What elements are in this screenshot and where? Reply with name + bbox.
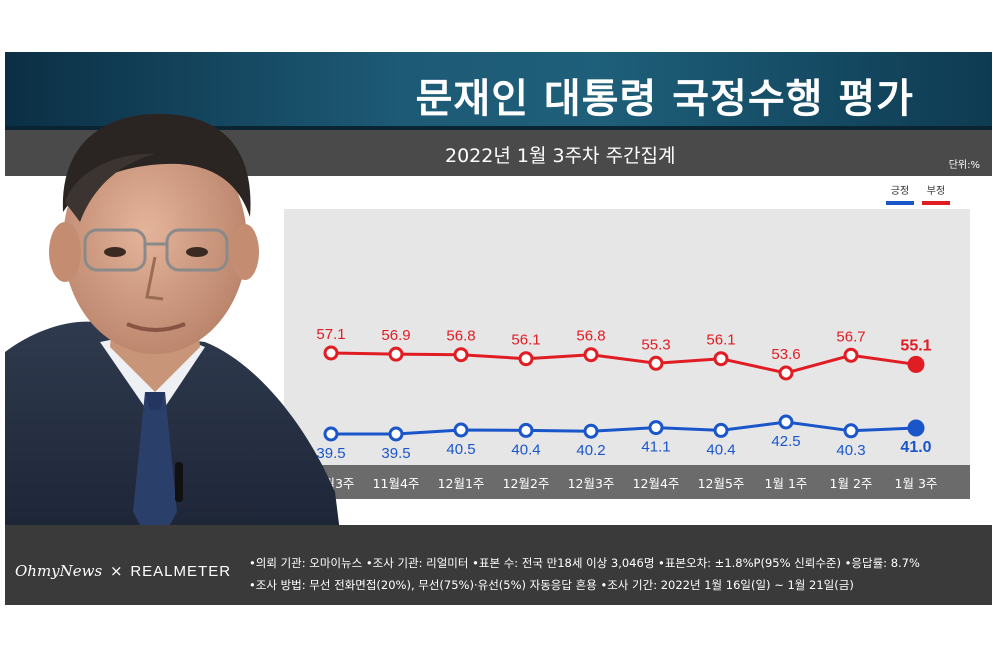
brand-logos: OhmyNews × REALMETER [15,562,231,580]
data-point-positive [648,420,664,436]
data-label-positive: 42.5 [771,433,800,450]
data-label-positive: 39.5 [381,445,410,462]
series-line-positive [331,420,917,436]
data-label-positive: 41.1 [641,439,670,456]
page-title: 문재인 대통령 국정수행 평가 [415,76,914,122]
unit-label: 단위:% [948,160,980,171]
ohmynews-logo: OhmyNews [15,562,103,580]
president-photo [5,113,345,572]
data-label-negative: 56.9 [381,327,410,344]
survey-note-line1: •의뢰 기관: 오마이뉴스 •조사 기관: 리얼미터 •표본 수: 전국 만18… [249,556,920,570]
data-point-negative [583,347,599,363]
line-chart: 39.5 39.5 40.5 40.4 40.2 41.1 40.4 42.5 40.3 41.0… [308,326,938,491]
x-tick-label: 12월3주 [568,476,615,491]
series-line-negative [330,351,917,375]
data-point-negative [713,351,729,367]
data-label-positive: 40.2 [576,442,605,459]
data-label-negative: 57.1 [316,326,345,343]
data-point-negative [778,365,794,381]
data-point-positive [843,423,859,439]
data-point-positive [388,426,404,442]
data-label-negative: 55.3 [641,336,670,353]
data-label-positive: 40.4 [511,441,540,458]
data-point-positive [713,422,729,438]
data-point-negative [453,347,469,363]
data-point-negative [648,355,664,371]
brand-separator: × [109,562,123,580]
data-point-positive [778,414,794,430]
chart-legend: 긍정 부정 [885,182,955,210]
x-tick-label: 1월 1주 [765,476,808,491]
x-tick-label: 12월4주 [633,476,680,491]
x-tick-label: 12월1주 [438,476,485,491]
data-label-negative: 55.1 [900,337,931,354]
x-axis-band [284,465,970,499]
x-tick-label: 1월 3주 [895,476,938,491]
data-label-positive: 40.4 [706,441,735,458]
x-tick-label: 1월 2주 [830,476,873,491]
data-point-negative [843,347,859,363]
data-point-positive [583,423,599,439]
legend-swatch-negative [922,201,950,205]
footer-band: OhmyNews × REALMETER •의뢰 기관: 오마이뉴스 •조사 기… [5,525,992,605]
legend-item-positive: 긍정 [885,182,915,205]
data-label-positive: 41.0 [900,439,931,456]
data-label-negative: 56.1 [706,332,735,349]
data-point-positive [453,422,469,438]
data-label-negative: 56.8 [576,328,605,345]
data-label-positive: 40.3 [836,442,865,459]
legend-item-negative: 부정 [921,182,951,205]
data-point-positive [323,426,339,442]
data-point-positive [907,419,925,437]
legend-swatch-positive [886,201,914,205]
data-label-negative: 56.7 [836,328,865,345]
x-tick-label: 12월5주 [698,476,745,491]
x-tick-label: 12월2주 [503,476,550,491]
data-point-negative [907,355,925,373]
data-label-negative: 56.8 [446,328,475,345]
x-tick-label: 11월4주 [373,476,420,491]
data-label-negative: 56.1 [511,332,540,349]
data-point-negative [518,351,534,367]
data-point-positive [518,422,534,438]
realmeter-logo: REALMETER [130,563,232,580]
legend-label-positive: 긍정 [890,186,910,197]
data-label-positive: 40.5 [446,441,475,458]
legend-label-negative: 부정 [926,186,946,197]
infographic-frame: 문재인 대통령 국정수행 평가 2022년 1월 3주차 주간집계 단위:% 긍… [5,52,992,612]
data-point-negative [323,345,339,361]
data-label-positive: 39.5 [316,445,345,462]
data-point-negative [388,346,404,362]
survey-note-line2: •조사 방법: 무선 전화면접(20%), 무선(75%)·유선(5%) 자동응… [249,578,854,592]
data-label-negative: 53.6 [771,346,800,363]
page-subtitle: 2022년 1월 3주차 주간집계 [445,145,676,167]
